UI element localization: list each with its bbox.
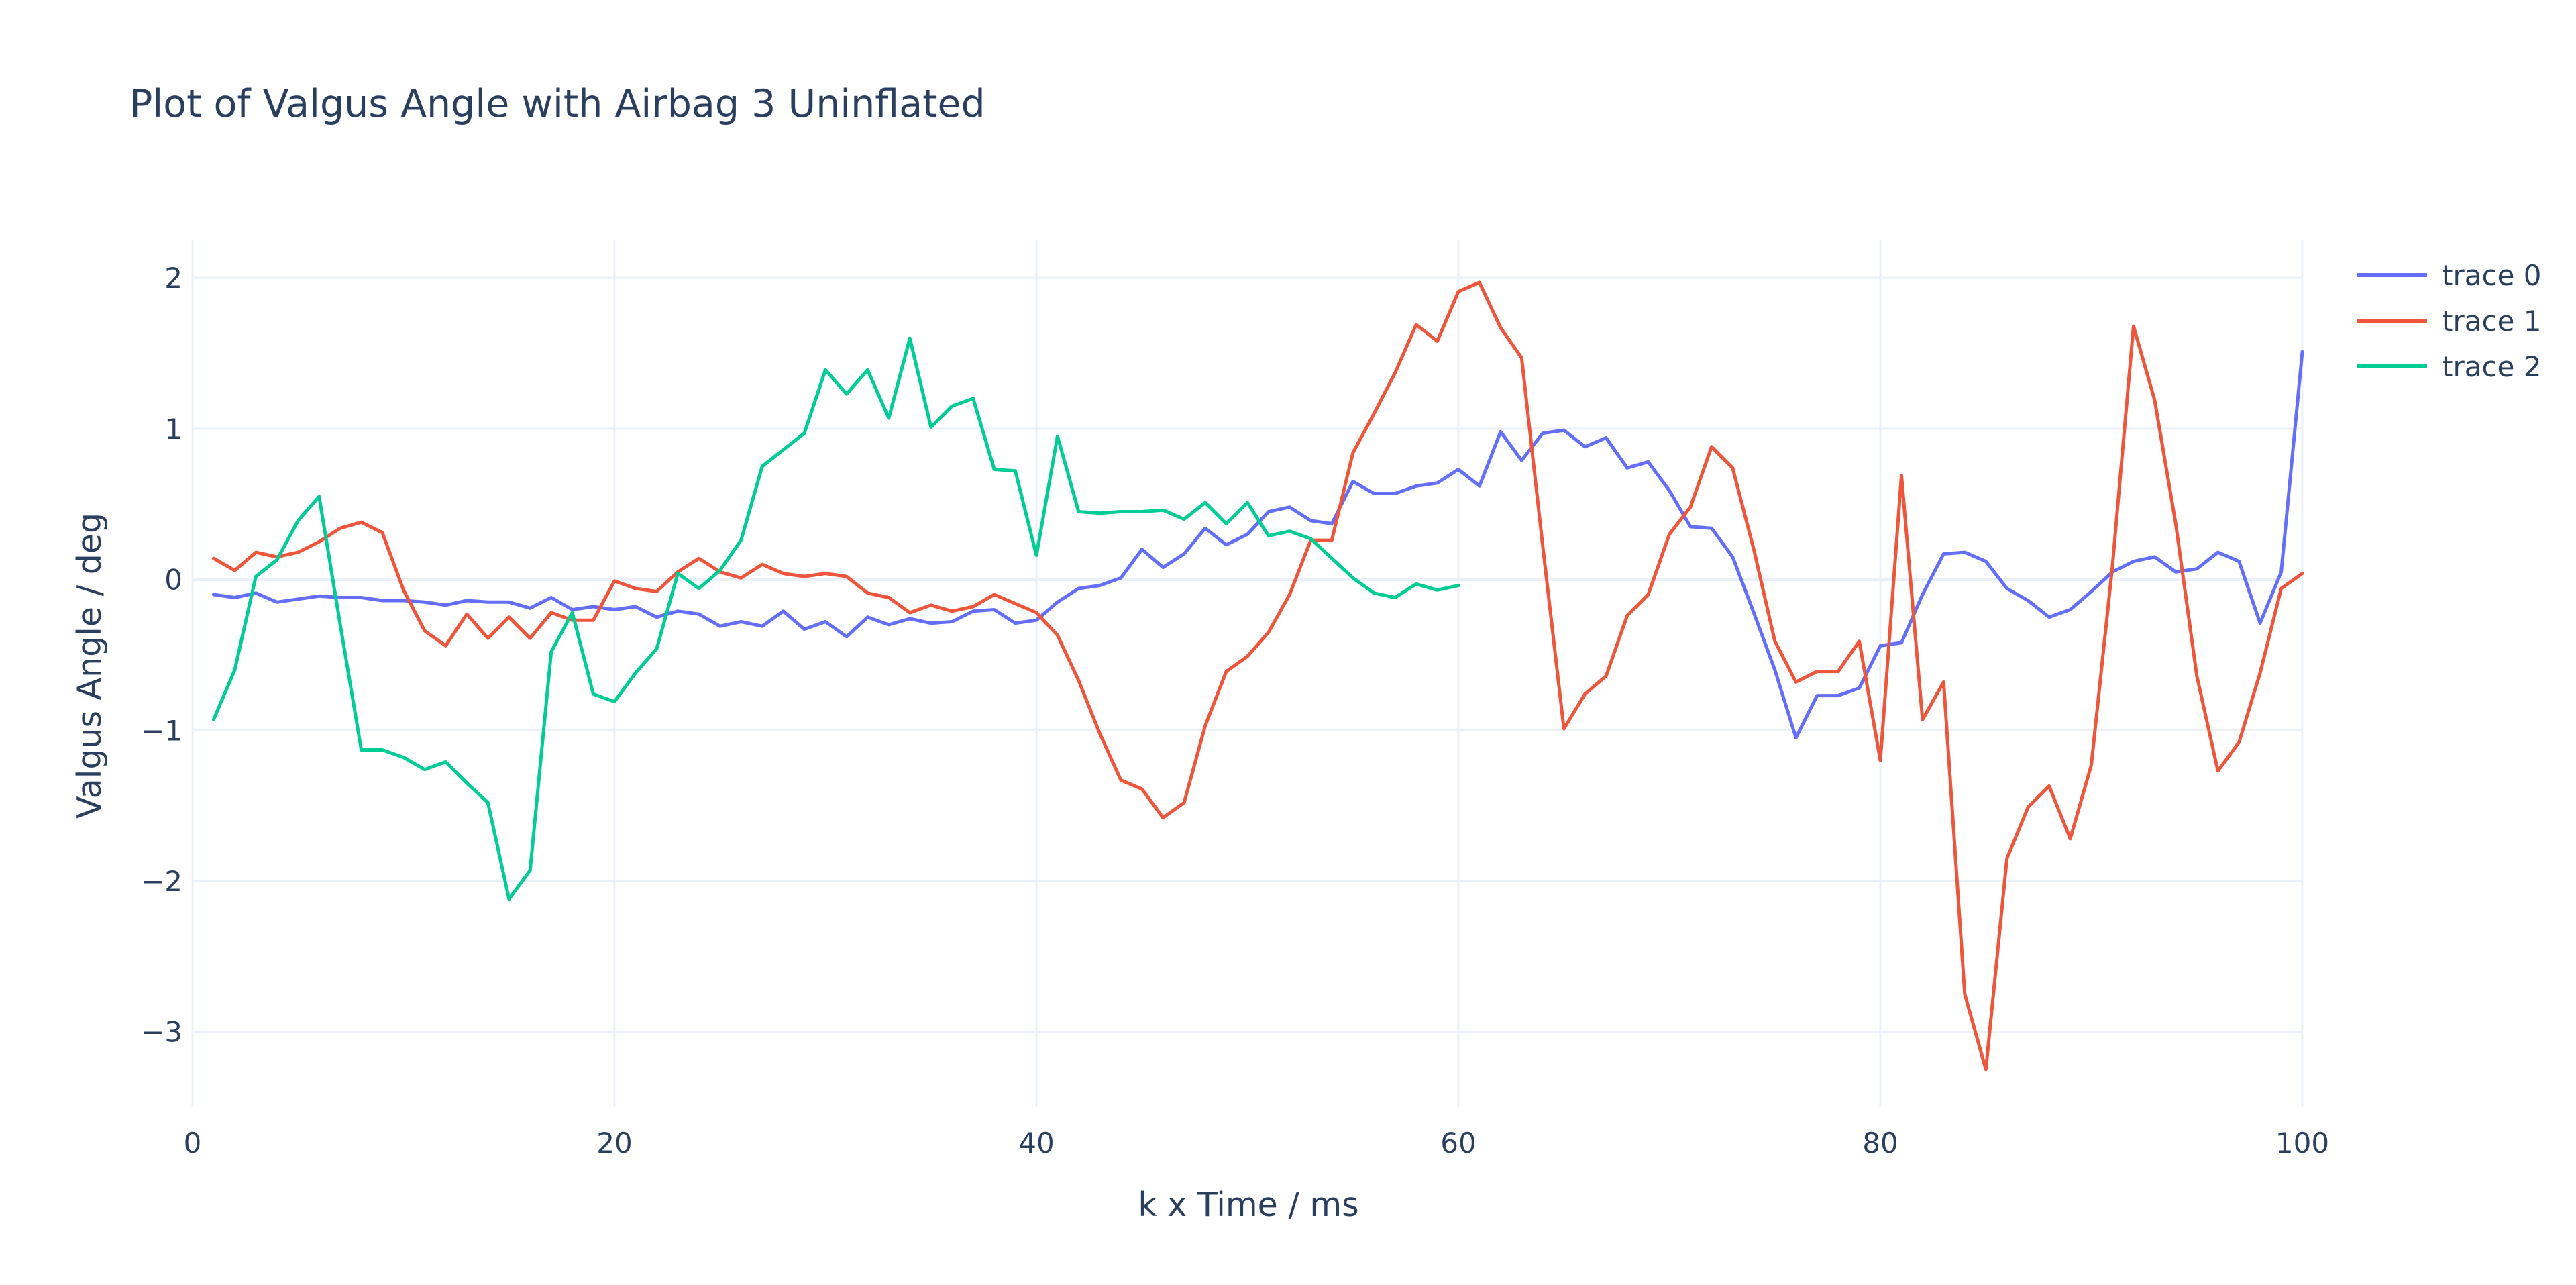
x-tick-label: 80	[1862, 1127, 1898, 1160]
y-tick-label: −1	[141, 714, 182, 747]
x-tick-label: 20	[596, 1127, 632, 1160]
y-tick-label: 1	[164, 413, 182, 446]
legend-item-trace-2[interactable]: trace 2	[2357, 350, 2541, 383]
x-axis-title: k x Time / ms	[1138, 1186, 1358, 1224]
chart-title: Plot of Valgus Angle with Airbag 3 Uninf…	[129, 82, 985, 126]
x-axis-ticks: 0 20 40 60 80 100	[184, 1127, 2329, 1160]
legend[interactable]: trace 0 trace 1 trace 2	[2357, 259, 2541, 383]
x-tick-label: 60	[1440, 1127, 1476, 1160]
y-tick-label: −3	[141, 1016, 182, 1049]
x-tick-label: 100	[2275, 1127, 2329, 1160]
x-tick-label: 40	[1018, 1127, 1054, 1160]
legend-label: trace 0	[2442, 259, 2541, 292]
y-axis-title: Valgus Angle / deg	[70, 513, 109, 819]
series-layer	[211, 280, 2304, 1072]
grid-layer	[191, 240, 2304, 1107]
legend-label: trace 2	[2442, 350, 2541, 383]
series-line-trace-1	[211, 280, 2304, 1072]
legend-label: trace 1	[2442, 305, 2541, 338]
y-tick-label: 0	[164, 564, 182, 597]
legend-item-trace-0[interactable]: trace 0	[2357, 259, 2541, 292]
series-line-trace-0	[211, 350, 2304, 739]
x-tick-label: 0	[184, 1127, 202, 1160]
y-tick-label: 2	[164, 262, 182, 295]
y-axis-ticks: −3 −2 −1 0 1 2	[141, 262, 182, 1048]
y-tick-label: −2	[141, 865, 182, 898]
legend-item-trace-1[interactable]: trace 1	[2357, 305, 2541, 338]
series-line-trace-2	[211, 336, 1460, 901]
